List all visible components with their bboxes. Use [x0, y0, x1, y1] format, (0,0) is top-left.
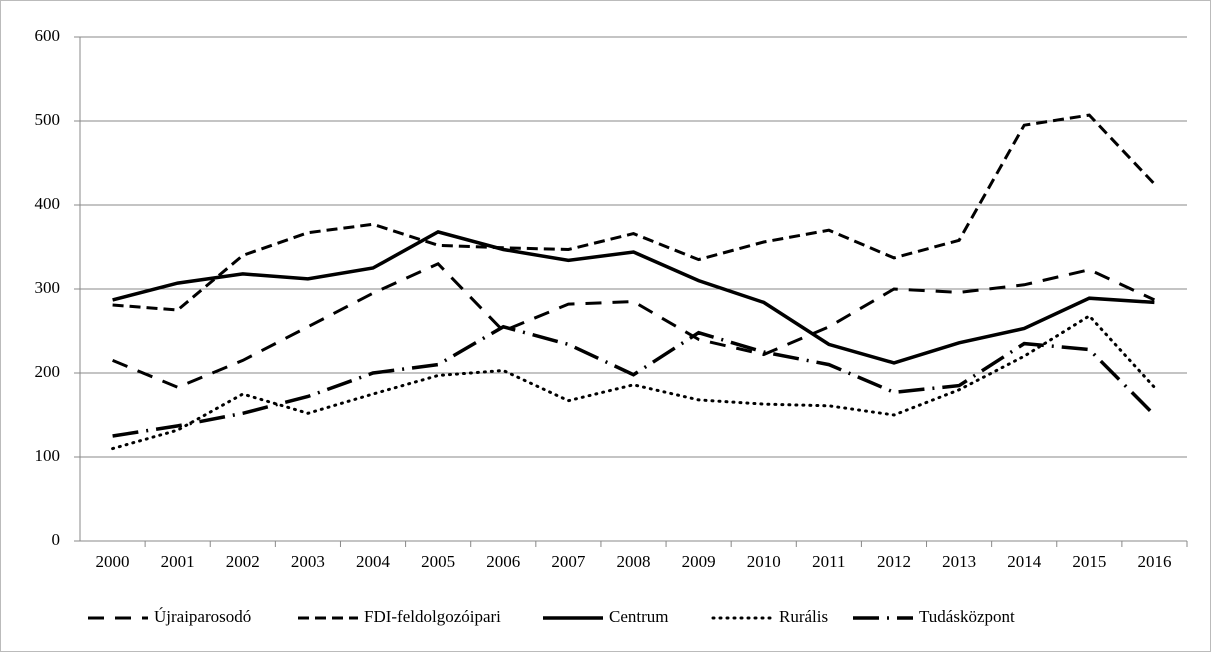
x-tick-label: 2010	[747, 552, 781, 571]
x-tick-label: 2003	[291, 552, 325, 571]
x-tick-label: 2012	[877, 552, 911, 571]
y-tick-label: 0	[52, 530, 61, 549]
x-tick-label: 2016	[1137, 552, 1171, 571]
y-tick-label: 200	[35, 362, 61, 381]
legend-label: FDI-feldolgozóipari	[364, 607, 501, 626]
x-tick-label: 2002	[226, 552, 260, 571]
y-tick-label: 600	[35, 26, 61, 45]
x-tick-label: 2004	[356, 552, 391, 571]
x-tick-label: 2008	[617, 552, 651, 571]
x-tick-label: 2005	[421, 552, 455, 571]
x-tick-label: 2015	[1072, 552, 1106, 571]
y-tick-label: 500	[35, 110, 61, 129]
legend-label: Tudásközpont	[919, 607, 1015, 626]
series-line	[112, 230, 1155, 365]
y-tick-label: 300	[35, 278, 61, 297]
series-line	[112, 324, 1156, 438]
x-tick-label: 2000	[96, 552, 130, 571]
x-tick-label: 2007	[551, 552, 586, 571]
x-tick-label: 2006	[486, 552, 520, 571]
series-line	[112, 261, 1156, 389]
x-tick-label: 2014	[1007, 552, 1042, 571]
x-tick-label: 2013	[942, 552, 976, 571]
series-line	[112, 113, 1156, 312]
y-tick-label: 400	[35, 194, 61, 213]
x-tick-label: 2011	[812, 552, 845, 571]
x-tick-label: 2001	[161, 552, 195, 571]
y-tick-label: 100	[35, 446, 61, 465]
legend-label: Centrum	[609, 607, 669, 626]
legend-label: Rurális	[779, 607, 828, 626]
legend-label: Újraiparosodó	[154, 607, 251, 626]
x-tick-label: 2009	[682, 552, 716, 571]
